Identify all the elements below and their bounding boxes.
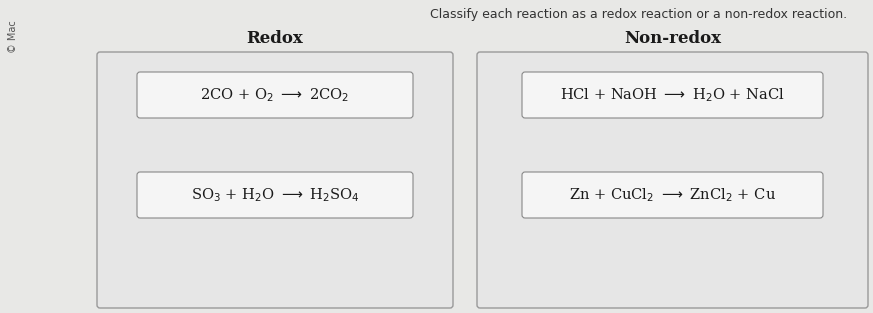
Text: HCl + NaOH $\longrightarrow$ H$_2$O + NaCl: HCl + NaOH $\longrightarrow$ H$_2$O + Na… [560,86,785,104]
FancyBboxPatch shape [97,52,453,308]
Text: Redox: Redox [247,30,304,47]
Text: 2CO + O$_2$ $\longrightarrow$ 2CO$_2$: 2CO + O$_2$ $\longrightarrow$ 2CO$_2$ [201,86,349,104]
Text: © Mac: © Mac [8,20,18,53]
Text: SO$_3$ + H$_2$O $\longrightarrow$ H$_2$SO$_4$: SO$_3$ + H$_2$O $\longrightarrow$ H$_2$S… [191,186,359,204]
FancyBboxPatch shape [137,172,413,218]
Text: Non-redox: Non-redox [624,30,721,47]
FancyBboxPatch shape [522,172,823,218]
FancyBboxPatch shape [137,72,413,118]
Text: Zn + CuCl$_2$ $\longrightarrow$ ZnCl$_2$ + Cu: Zn + CuCl$_2$ $\longrightarrow$ ZnCl$_2$… [569,186,776,204]
Text: Classify each reaction as a redox reaction or a non-redox reaction.: Classify each reaction as a redox reacti… [430,8,847,21]
FancyBboxPatch shape [477,52,868,308]
FancyBboxPatch shape [522,72,823,118]
